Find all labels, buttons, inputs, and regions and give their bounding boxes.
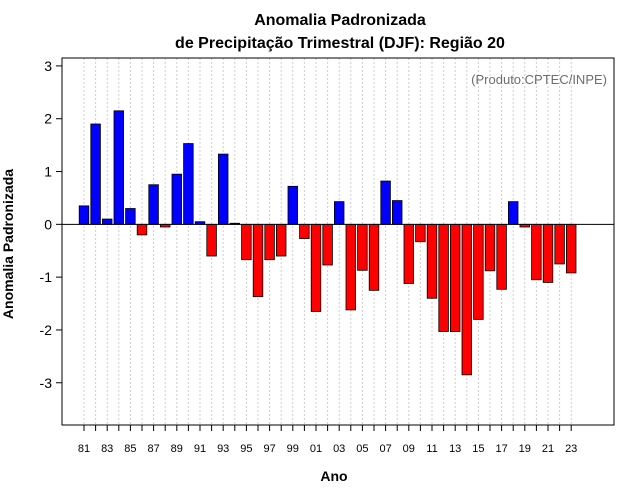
y-tick-label: 2 — [44, 111, 52, 127]
x-tick-label: 99 — [287, 443, 299, 455]
y-tick-label: -1 — [40, 269, 53, 285]
bar-20 — [531, 223, 542, 281]
bar-01 — [310, 223, 322, 312]
bar-97 — [264, 223, 275, 261]
bar-06 — [368, 223, 380, 291]
x-tick-label: 03 — [333, 443, 345, 455]
x-tick-label: 87 — [147, 443, 159, 455]
x-tick-label: 81 — [78, 443, 90, 455]
x-tick-label: 21 — [542, 443, 554, 455]
bar-17 — [496, 223, 507, 290]
x-tick-label: 11 — [426, 443, 437, 455]
y-axis: -3 -2 -1 0 1 2 3 — [40, 58, 62, 391]
bar-04 — [345, 223, 357, 311]
bar-07 — [380, 180, 391, 225]
y-tick-label: -3 — [40, 375, 53, 391]
bar-10 — [415, 223, 426, 243]
x-tick-label: 01 — [310, 443, 322, 455]
x-tick-label: 09 — [403, 443, 415, 455]
y-tick-label: 3 — [44, 58, 52, 74]
plot-frame — [61, 57, 615, 426]
x-tick-label: 85 — [124, 443, 136, 455]
bar-86 — [136, 223, 148, 236]
x-tick-label: 91 — [194, 443, 206, 455]
x-tick-label: 17 — [495, 443, 507, 455]
bar-05 — [357, 223, 368, 271]
bar-99 — [287, 185, 299, 225]
x-tick-label: 15 — [472, 443, 484, 455]
bar-89 — [171, 173, 183, 225]
x-tick-label: 89 — [171, 443, 183, 455]
bar-82 — [90, 123, 101, 225]
y-tick-label: 1 — [44, 164, 52, 180]
grid-lines — [83, 58, 572, 425]
y-axis-label: Anomalia Padronizada — [0, 169, 16, 319]
x-tick-label: 19 — [519, 443, 531, 455]
x-tick-label: 23 — [565, 443, 577, 455]
bar-14 — [461, 223, 473, 376]
x-tick-label: 07 — [379, 443, 391, 455]
bar-83 — [102, 218, 113, 225]
source-annotation: (Produto:CPTEC/INPE) — [471, 72, 607, 87]
bar-13 — [449, 223, 461, 332]
bar-87 — [148, 184, 159, 225]
bar-22 — [554, 223, 565, 265]
bar-16 — [484, 223, 496, 272]
x-tick-label: 95 — [240, 443, 252, 455]
x-axis: 81 83 85 87 89 91 93 95 97 99 01 03 05 07 09 11 13 15 17 19… — [78, 425, 577, 455]
chart-title: Anomalia Padronizada — [254, 12, 426, 29]
bar-21 — [542, 223, 554, 283]
bar-23 — [566, 223, 577, 274]
bar-84 — [113, 110, 125, 225]
bar-15 — [473, 223, 484, 320]
bar-93 — [217, 153, 229, 225]
bar-08 — [391, 200, 403, 225]
bar-11 — [426, 223, 438, 299]
bar-00 — [299, 223, 310, 239]
x-axis-label: Ano — [320, 468, 347, 484]
x-tick-label: 97 — [263, 443, 275, 455]
bar-96 — [252, 223, 264, 298]
bar-98 — [275, 223, 287, 257]
bar-12 — [438, 223, 449, 332]
bar-03 — [333, 201, 345, 225]
x-tick-label: 83 — [101, 443, 113, 455]
x-tick-label: 13 — [449, 443, 461, 455]
bars — [78, 110, 577, 376]
bar-18 — [507, 201, 519, 225]
bar-02 — [322, 223, 333, 266]
chart-subtitle: de Precipitação Trimestral (DJF): Região… — [175, 35, 505, 52]
x-tick-label: 05 — [356, 443, 368, 455]
y-tick-label: -2 — [40, 322, 53, 338]
bar-92 — [206, 223, 217, 257]
y-tick-label: 0 — [44, 216, 52, 232]
bar-85 — [125, 208, 136, 225]
bar-90 — [183, 143, 194, 225]
bar-09 — [403, 223, 415, 284]
bar-81 — [78, 205, 90, 225]
bar-95 — [241, 223, 252, 261]
x-tick-label: 93 — [217, 443, 229, 455]
